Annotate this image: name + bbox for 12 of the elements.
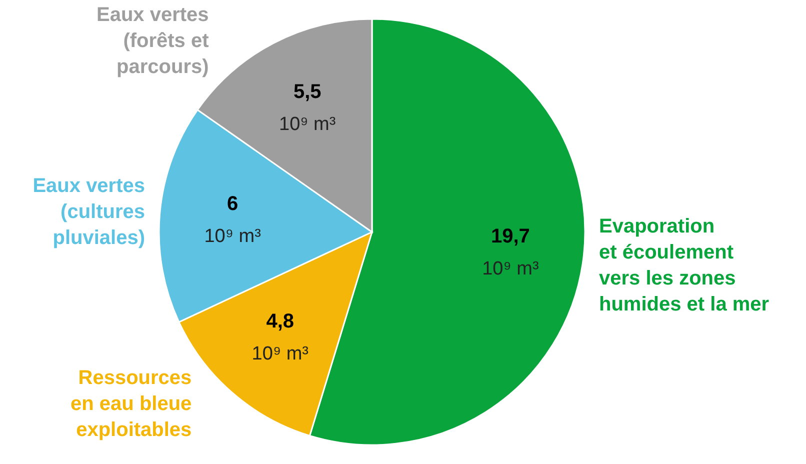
data-label: 5,5: [293, 80, 322, 103]
slice-label: Evaporation et écoulement vers les zones humides et la mer: [599, 216, 770, 316]
text: 10⁹ m³: [204, 226, 261, 247]
slice-label: Eaux vertes (cultures pluviales): [32, 175, 145, 250]
text: 10⁹ m³: [279, 114, 336, 135]
data-label: 6: [226, 192, 238, 215]
data-label: 19,7: [490, 226, 530, 248]
text: 10⁹ m³: [252, 344, 309, 365]
slice-label: Eaux vertes (forêts et parcours): [96, 4, 210, 78]
data-label: 4,8: [266, 310, 294, 333]
text: 10⁹ m³: [482, 258, 539, 280]
slice-label: Ressources en eau bleue exploitables: [70, 367, 192, 442]
